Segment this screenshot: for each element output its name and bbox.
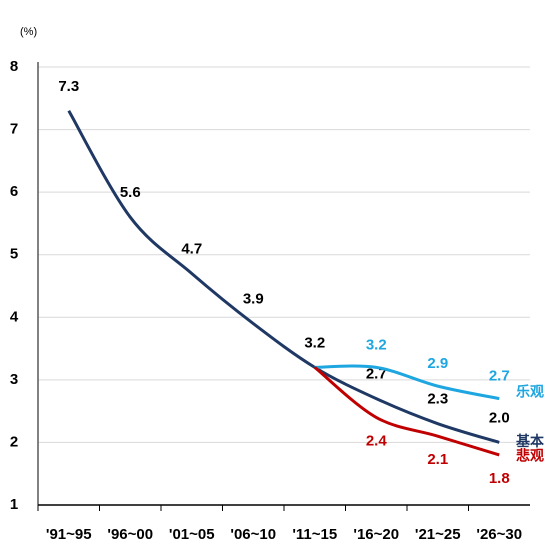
- data-label: 1.8: [489, 470, 510, 487]
- data-label: 4.7: [181, 240, 202, 257]
- data-label: 2.4: [366, 432, 388, 449]
- x-tick-label: '01~05: [169, 526, 215, 543]
- x-tick-label: '21~25: [415, 526, 461, 543]
- data-label: 3.2: [366, 336, 387, 353]
- x-tick-label: '11~15: [292, 526, 337, 543]
- x-tick-label: '06~10: [230, 526, 276, 543]
- line: [67, 110, 500, 444]
- data-label: 5.6: [120, 184, 141, 201]
- data-label: 2.7: [489, 368, 510, 385]
- legend-label: 悲观: [516, 448, 544, 464]
- line: [313, 366, 500, 457]
- y-tick-label: 4: [10, 308, 19, 325]
- data-label: 3.9: [243, 291, 264, 308]
- y-tick-label: 2: [10, 433, 18, 450]
- x-tick-label: '91~95: [46, 526, 92, 543]
- y-tick-label: 7: [10, 121, 18, 138]
- data-label: 2.9: [427, 355, 448, 372]
- y-tick-label: 8: [10, 58, 18, 75]
- y-axis-label: (%): [20, 26, 37, 38]
- line: [314, 364, 500, 401]
- x-tick-label: '26~30: [476, 526, 522, 543]
- data-label: 2.0: [489, 409, 510, 426]
- data-label: 7.3: [58, 78, 79, 95]
- legend-label: 基本: [516, 433, 545, 449]
- data-label: 3.2: [304, 334, 325, 351]
- data-label: 2.3: [427, 391, 448, 408]
- legend-label: 乐观: [516, 383, 544, 399]
- x-tick-label: '16~20: [353, 526, 399, 543]
- y-tick-label: 1: [10, 496, 18, 513]
- data-label: 2.1: [427, 451, 448, 468]
- y-tick-label: 5: [10, 246, 18, 263]
- y-tick-label: 3: [10, 371, 18, 388]
- x-tick-label: '96~00: [107, 526, 153, 543]
- y-tick-label: 6: [10, 183, 18, 200]
